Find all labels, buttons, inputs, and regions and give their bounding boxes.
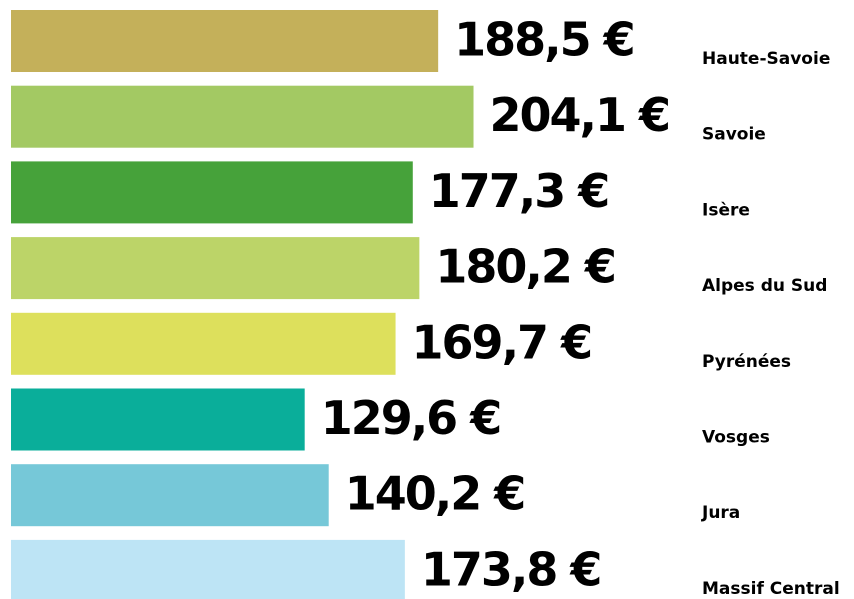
value-label: 180,2 € <box>435 240 615 294</box>
bar <box>11 161 413 224</box>
category-label: Savoie <box>702 125 766 145</box>
category-label: Massif Central <box>702 579 840 599</box>
value-label: 140,2 € <box>345 467 525 521</box>
value-label: 204,1 € <box>490 88 670 142</box>
bar <box>11 85 474 148</box>
category-label: Jura <box>701 503 740 523</box>
bar <box>11 464 329 527</box>
value-label: 173,8 € <box>421 542 601 596</box>
bar <box>11 539 405 599</box>
value-label: 188,5 € <box>454 13 634 67</box>
bar <box>11 237 420 300</box>
category-label: Vosges <box>702 428 770 448</box>
category-label: Pyrénées <box>702 352 791 372</box>
bar <box>11 388 305 451</box>
value-label: 169,7 € <box>412 315 592 369</box>
bar <box>11 312 396 375</box>
bar <box>11 10 439 72</box>
value-label: 177,3 € <box>429 164 609 218</box>
category-label: Isère <box>702 200 750 220</box>
category-label: Alpes du Sud <box>702 276 827 296</box>
category-label: Haute-Savoie <box>702 49 830 69</box>
value-label: 129,6 € <box>321 391 501 445</box>
